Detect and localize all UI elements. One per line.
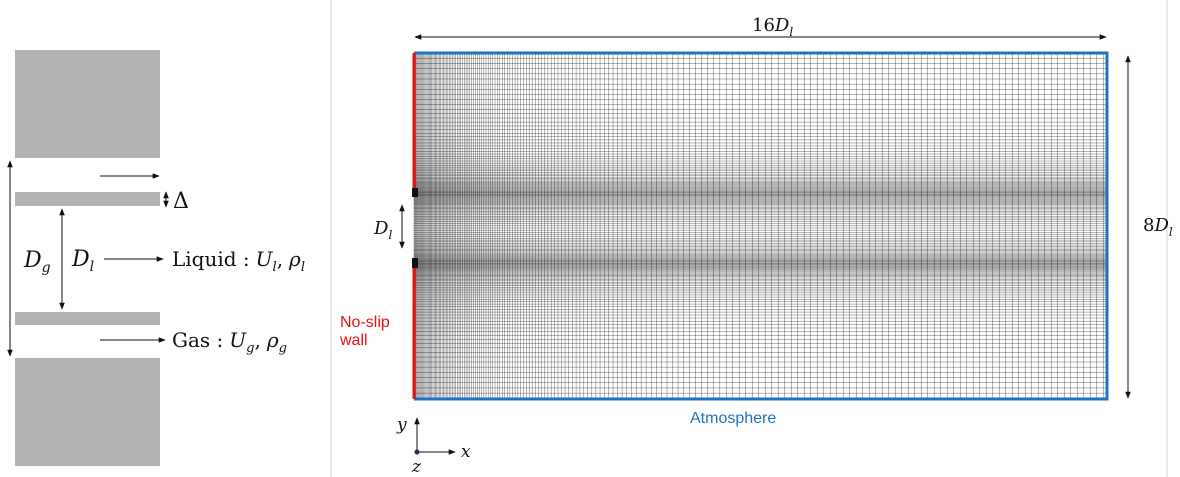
upper-lip-plate — [15, 192, 160, 206]
atmosphere-label: Atmosphere — [690, 410, 776, 427]
mesh-grid — [413, 52, 1107, 399]
top-block — [15, 50, 160, 158]
atmosphere-boundary — [414, 51, 1109, 401]
lower-lip-plate — [15, 312, 160, 325]
width-label: 16Dl — [752, 15, 793, 39]
y-axis-label: y — [396, 415, 407, 435]
dl-label: Dl — [71, 247, 94, 275]
coordinate-axes: y x z — [396, 415, 471, 477]
no-slip-wall-label: No-slip wall — [339, 314, 390, 349]
inlet-lip-lower — [412, 258, 418, 268]
computational-domain: 16Dl 8Dl Dl No-slip wall Atmosphere y x z — [339, 15, 1173, 477]
nozzle-schematic: Dg Dl Liquid : Ul, ρl Gas : Ug, ρg Δ — [7, 50, 305, 466]
mesh-lines — [413, 52, 1107, 399]
bottom-block — [15, 358, 160, 466]
delta-label: Δ — [173, 189, 189, 214]
inlet-lip-upper — [412, 188, 418, 197]
z-axis-label: z — [411, 457, 422, 477]
height-label: 8Dl — [1143, 215, 1173, 239]
dg-label: Dg — [23, 248, 51, 276]
x-axis-label: x — [461, 442, 471, 462]
liquid-label: Liquid : Ul, ρl — [172, 247, 305, 275]
domain-background — [414, 53, 1107, 399]
z-axis-dot — [414, 449, 420, 455]
gas-label: Gas : Ug, ρg — [172, 328, 287, 356]
inlet-label: Dl — [373, 218, 392, 242]
